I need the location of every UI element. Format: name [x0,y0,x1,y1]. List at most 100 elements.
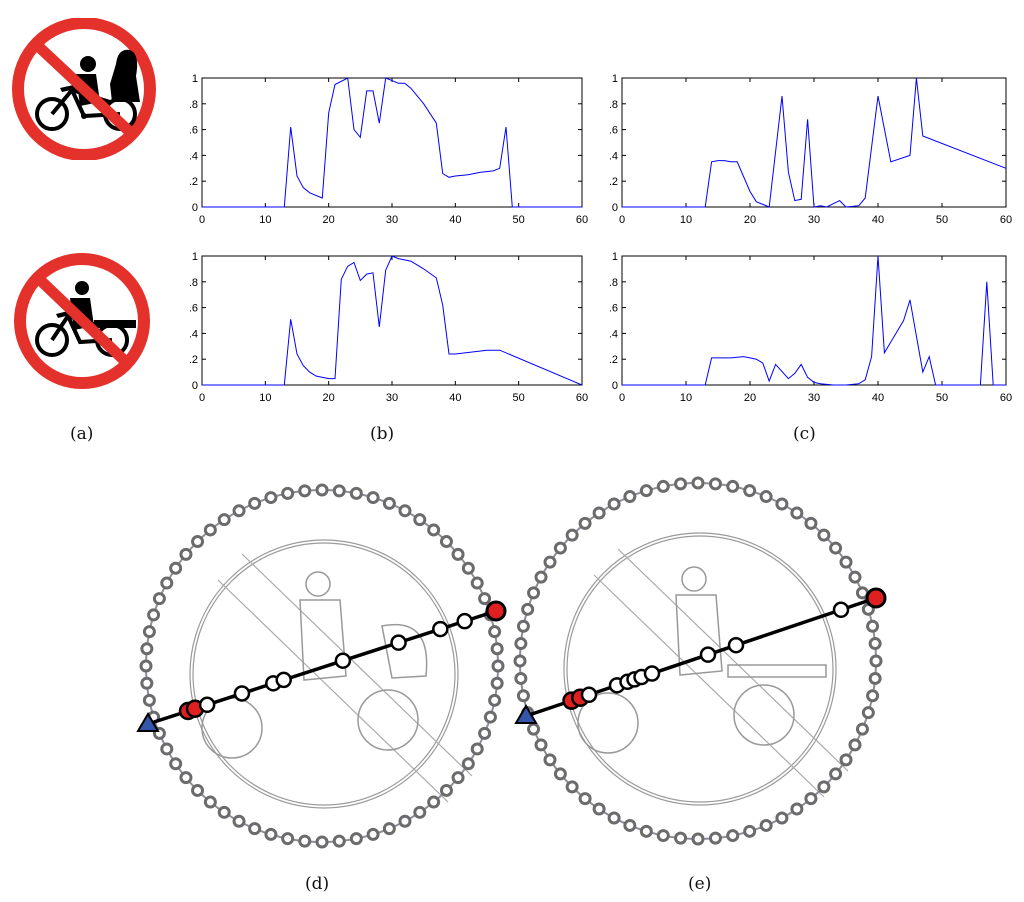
ray-start-triangle [514,704,538,724]
contour-bead [332,834,346,848]
contour-bead [315,835,329,849]
contour-bead [516,689,530,703]
contour-bead [639,484,653,498]
contour-bead [413,513,427,527]
contour-bead [298,484,312,498]
intersection-white [643,665,661,682]
intersection-white [832,601,850,619]
contour-bead [160,742,174,756]
contour-bead [366,491,380,505]
y-tick-label: 1 [192,73,198,85]
contour-bead [691,832,705,846]
contour-bead [817,528,831,542]
contour-bead [413,805,427,819]
intersection-white [275,671,292,689]
contour-bead [527,586,541,600]
y-tick-label: 1 [612,251,618,263]
y-tick-label: 0 [192,202,198,214]
contour-bead [790,506,804,520]
head-outline [681,566,707,592]
contour-bead [140,676,154,690]
contour-bead [461,561,475,575]
contour-bead [516,619,530,633]
contour-diagram-e [513,476,887,846]
sign-outline [189,539,459,809]
y-tick-label: 0.6 [610,125,618,137]
contour-bead [488,693,502,707]
x-tick-label: 40 [449,214,461,226]
contour-bead [248,496,262,510]
series-line [202,255,583,386]
y-tick-label: 0 [192,380,198,392]
contour-bead [281,486,295,500]
contour-bead [160,576,174,590]
contour-bead [839,555,853,569]
contour-bead [142,625,156,639]
contour-bead [169,561,183,575]
contour-bead [382,822,396,836]
contour-bead [490,642,504,656]
y-tick-label: 0.8 [190,99,198,111]
contour-bead [790,802,804,816]
no-pedicab-sign-icon [12,18,156,160]
contour-bead [217,805,231,819]
x-tick-label: 50 [513,214,525,226]
contour-bead [848,738,862,752]
contour-bead [674,477,688,491]
contour-bead [398,814,412,828]
contour-bead [553,767,567,781]
x-tick-label: 20 [744,392,756,404]
no-tricycle-cart-sign-icon [14,253,150,389]
x-tick-label: 10 [680,392,692,404]
x-tick-label: 60 [576,214,588,226]
slash-outline [593,574,825,798]
sign-outline [192,542,456,806]
contour-bead [839,753,853,767]
contour-bead [623,818,637,832]
intersection-white [699,646,717,663]
contour-bead [829,541,843,555]
contour-bead [743,824,757,838]
x-tick-label: 60 [1000,214,1012,226]
x-tick-label: 60 [1000,392,1012,404]
contour-bead [726,829,740,843]
contour-bead [483,710,497,724]
body-outline [299,599,347,681]
contour-bead [534,738,548,752]
contour-bead [264,827,278,841]
contour-bead [191,783,205,797]
x-tick-label: 50 [513,392,525,404]
contour-bead [427,523,441,537]
contour-bead [708,477,722,491]
contour-bead [514,671,528,685]
contour-bead [674,831,688,845]
contour-bead [461,757,475,771]
head-outline [305,571,331,597]
series-line [202,77,582,208]
contour-bead [527,722,541,736]
x-tick-label: 50 [936,214,948,226]
contour-bead [759,818,773,832]
contour-bead [578,516,592,530]
contour-bead [169,757,183,771]
x-tick-label: 20 [323,392,335,404]
contour-bead [298,834,312,848]
series-line [622,77,1007,208]
caption-a: (a) [70,424,94,444]
x-tick-label: 20 [744,214,756,226]
x-tick-label: 60 [576,392,588,404]
x-tick-label: 0 [619,214,625,226]
y-tick-label: 0.8 [190,277,198,289]
y-tick-label: 0 [612,380,618,392]
x-tick-label: 0 [199,214,205,226]
contour-bead [281,832,295,846]
y-tick-label: 0.4 [190,150,198,162]
x-tick-label: 20 [323,214,335,226]
ray-start-triangle [136,712,160,732]
contour-bead [332,484,346,498]
contour-bead [217,513,231,527]
contour-bead [848,570,862,584]
x-tick-label: 0 [619,392,625,404]
contour-bead [439,783,453,797]
slash-outline [241,553,473,777]
